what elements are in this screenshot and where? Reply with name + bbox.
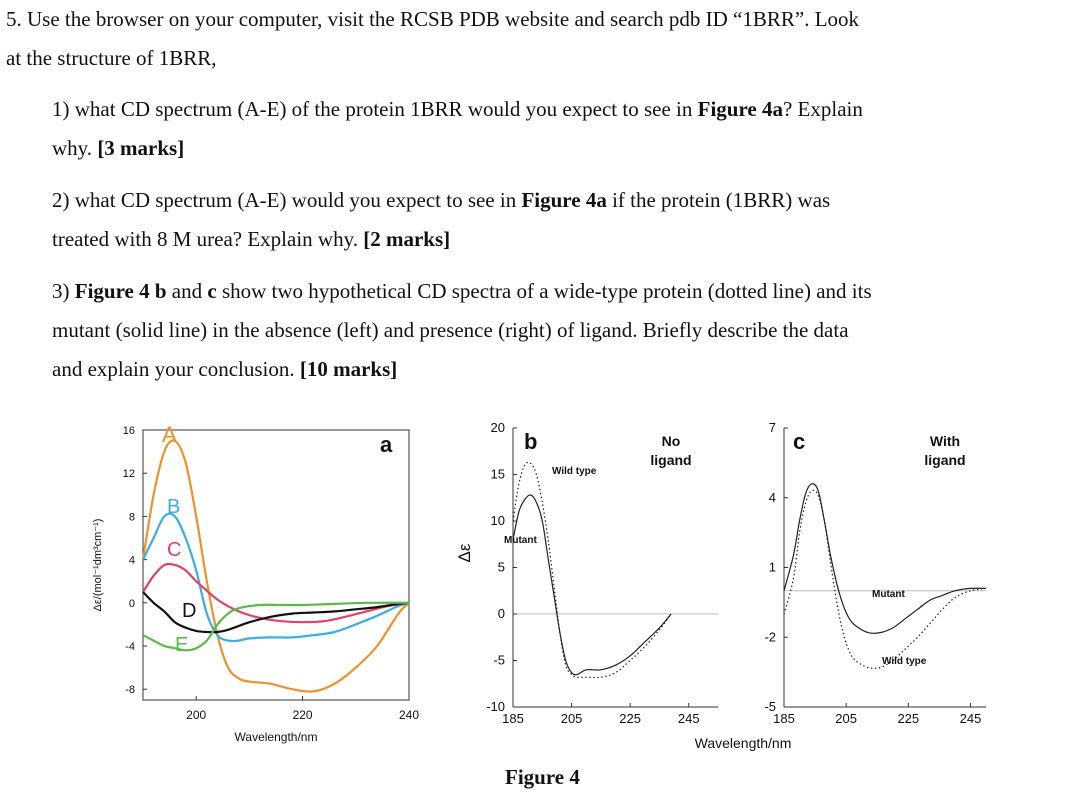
series-line-e [142,601,410,652]
y-tick-label: 15 [491,467,505,482]
y-tick-label: -8 [125,684,135,696]
x-tick-label: 225 [619,711,641,726]
q1-text-c: why. [52,136,98,160]
x-tick-label: 205 [561,711,583,726]
y-tick-label: 16 [123,425,135,437]
panel-a: 16 12 8 4 0 -4 -8 200 220 240 a Δε/(mol⁻¹dm³cm⁻¹) Wa… [92,425,419,744]
y-axis-label: Δε [455,543,474,562]
x-tick-label: 240 [399,708,419,722]
annotation-line-1: No [662,433,681,449]
q1-text-a: 1) what CD spectrum (A-E) of the protein… [52,97,698,121]
question-intro-line2: at the structure of 1BRR, [6,46,217,70]
q2-marks: [2 marks] [363,227,451,251]
plot-frame [142,429,410,701]
series-line-wild-type [783,489,987,669]
x-tick-label: 220 [293,708,313,722]
y-tick-label: -4 [125,641,135,653]
series-label-b: B [167,496,180,518]
series-line-c [142,562,410,624]
x-axis-label: Wavelength/nm [235,730,318,744]
series-label-c: C [167,539,181,561]
series-label-mutant: Mutant [872,589,905,600]
q2-figure-ref: Figure 4a [521,188,607,212]
y-tick-label: 5 [498,560,505,575]
y-tick-label: 20 [491,420,505,435]
x-axis-label: Wavelength/nm [695,735,792,751]
series-label-d: D [182,600,196,622]
annotation-line-2: ligand [924,452,965,468]
q1-text-b: ? Explain [782,97,863,121]
x-tick-label: 245 [960,711,982,726]
series-line-d [142,591,410,634]
series-line-b [142,512,410,643]
y-tick-label: -5 [764,699,776,714]
q2-text-a: 2) what CD spectrum (A-E) would you expe… [52,188,522,212]
q3-text-d: and explain your conclusion. [52,357,300,381]
y-tick-label: 12 [123,468,135,480]
q3-text-c: mutant (solid line) in the absence (left… [52,318,849,342]
series-line-mutant [783,483,987,634]
x-tick-label: 185 [502,711,524,726]
y-tick-label: 1 [769,560,776,575]
y-tick-label: 8 [129,511,135,523]
q3-figure-ref-b: Figure 4 b [74,279,167,303]
panel-letter: a [380,432,393,457]
x-tick-label: 200 [186,708,206,722]
series-label-mutant: Mutant [504,535,537,546]
figure-caption: Figure 4 [505,765,580,789]
y-axis-label: Δε/(mol⁻¹dm³cm⁻¹) [92,519,104,612]
x-tick-label: 245 [678,711,700,726]
y-tick-label: 0 [498,606,505,621]
y-tick-label: 10 [491,513,505,528]
series-label-e: E [175,634,188,656]
y-tick-label: 4 [129,555,135,567]
y-tick-label: -2 [764,629,776,644]
y-tick-label: -5 [493,653,505,668]
series-label-wild-type: Wild type [552,466,597,477]
series-label-a: A [162,422,177,447]
panel-letter: b [524,429,537,454]
sub-question-1: 1) what CD spectrum (A-E) of the protein… [52,90,1055,168]
sub-question-2: 2) what CD spectrum (A-E) would you expe… [52,181,1055,259]
annotation-line-1: With [930,433,960,449]
x-tick-label: 225 [897,711,919,726]
q2-text-c: treated with 8 M urea? Explain why. [52,227,364,251]
y-tick-label: 4 [769,490,776,505]
panel-letter: c [793,429,805,454]
q3-and: and [166,279,208,303]
sub-question-3: 3) Figure 4 b and c show two hypothetica… [52,272,1055,389]
x-tick-label: 205 [835,711,857,726]
series-line-wild-type [512,461,672,679]
q3-text-b: show two hypothetical CD spectra of a wi… [216,279,872,303]
q1-figure-ref: Figure 4a [697,97,783,121]
x-tick-label: 185 [773,711,795,726]
question-intro: 5. Use the browser on your computer, vis… [6,0,1056,78]
y-tick-label: -10 [486,699,505,714]
q1-marks: [3 marks] [97,136,185,160]
q3-marks: [10 marks] [299,357,398,381]
y-tick-label: 0 [129,598,135,610]
q2-text-b: if the protein (1BRR) was [606,188,831,212]
q3-figure-ref-c: c [207,279,217,303]
y-tick-label: 7 [769,420,776,435]
series-line-mutant [512,494,672,676]
annotation-line-2: ligand [650,452,691,468]
series-label-wild-type: Wild type [882,656,927,667]
question-intro-line1: 5. Use the browser on your computer, vis… [6,7,860,31]
q3-text-a: 3) [52,279,75,303]
series-line-a [141,439,410,693]
